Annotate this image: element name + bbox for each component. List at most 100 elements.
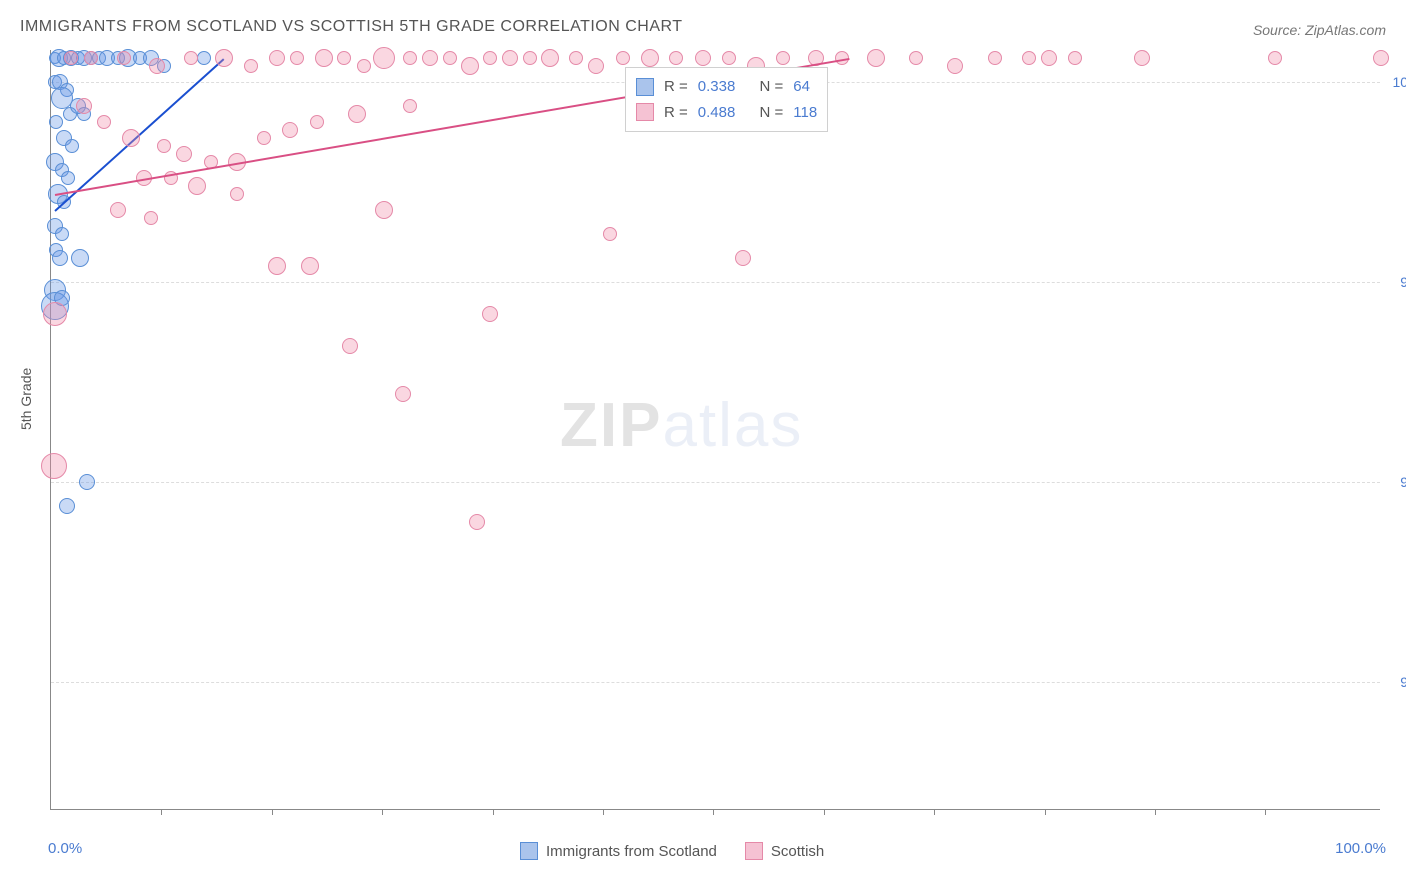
data-point — [988, 51, 1002, 65]
data-point — [373, 47, 395, 69]
legend-swatch — [745, 842, 763, 860]
legend-label: Immigrants from Scotland — [546, 843, 717, 860]
data-point — [215, 49, 233, 67]
data-point — [469, 514, 485, 530]
data-point — [149, 58, 165, 74]
data-point — [1068, 51, 1082, 65]
data-point — [64, 51, 78, 65]
legend-label: Scottish — [771, 843, 824, 860]
data-point — [184, 51, 198, 65]
data-point — [1134, 50, 1150, 66]
data-point — [735, 250, 751, 266]
data-point — [282, 122, 298, 138]
data-point — [947, 58, 963, 74]
x-tick — [1045, 809, 1046, 815]
stats-box: R = 0.338 N = 64 R = 0.488 N = 118 — [625, 67, 828, 132]
data-point — [97, 115, 111, 129]
data-point — [52, 250, 68, 266]
data-point — [443, 51, 457, 65]
bottom-legend: Immigrants from Scotland Scottish — [520, 842, 824, 860]
data-point — [230, 187, 244, 201]
data-point — [669, 51, 683, 65]
data-point — [1268, 51, 1282, 65]
legend-item: Immigrants from Scotland — [520, 842, 717, 860]
x-tick — [713, 809, 714, 815]
data-point — [188, 177, 206, 195]
stat-r-value: 0.488 — [698, 100, 736, 126]
data-point — [197, 51, 211, 65]
data-point — [176, 146, 192, 162]
data-point — [310, 115, 324, 129]
data-point — [395, 386, 411, 402]
data-point — [867, 49, 885, 67]
data-point — [337, 51, 351, 65]
data-point — [301, 257, 319, 275]
stat-n-value: 64 — [793, 74, 810, 100]
gridline — [51, 482, 1380, 483]
data-point — [422, 50, 438, 66]
data-point — [541, 49, 559, 67]
data-point — [122, 129, 140, 147]
data-point — [482, 306, 498, 322]
x-tick — [934, 809, 935, 815]
data-point — [157, 139, 171, 153]
data-point — [59, 498, 75, 514]
data-point — [375, 201, 393, 219]
y-axis-label: 5th Grade — [18, 368, 34, 430]
x-tick — [824, 809, 825, 815]
stat-n-value: 118 — [793, 100, 817, 126]
legend-swatch — [520, 842, 538, 860]
x-tick — [382, 809, 383, 815]
data-point — [483, 51, 497, 65]
data-point — [71, 249, 89, 267]
gridline — [51, 282, 1380, 283]
data-point — [523, 51, 537, 65]
stat-n-label: N = — [759, 100, 783, 126]
data-point — [776, 51, 790, 65]
data-point — [290, 51, 304, 65]
stat-n-label: N = — [759, 74, 783, 100]
data-point — [1022, 51, 1036, 65]
data-point — [1373, 50, 1389, 66]
data-point — [357, 59, 371, 73]
data-point — [722, 51, 736, 65]
y-tick-label: 92.5% — [1385, 674, 1406, 690]
x-range-max: 100.0% — [1335, 840, 1386, 857]
data-point — [76, 98, 92, 114]
data-point — [909, 51, 923, 65]
data-point — [43, 302, 67, 326]
gridline — [51, 682, 1380, 683]
source-label: Source: ZipAtlas.com — [1253, 22, 1386, 38]
stat-r-label: R = — [664, 74, 688, 100]
legend-swatch — [636, 103, 654, 121]
data-point — [55, 227, 69, 241]
stat-r-value: 0.338 — [698, 74, 736, 100]
data-point — [79, 474, 95, 490]
stats-row: R = 0.338 N = 64 — [636, 74, 817, 100]
data-point — [41, 453, 67, 479]
data-point — [461, 57, 479, 75]
data-point — [244, 59, 258, 73]
y-tick-label: 100.0% — [1385, 74, 1406, 90]
legend-swatch — [636, 78, 654, 96]
data-point — [403, 99, 417, 113]
data-point — [110, 202, 126, 218]
data-point — [569, 51, 583, 65]
data-point — [1041, 50, 1057, 66]
stats-row: R = 0.488 N = 118 — [636, 100, 817, 126]
data-point — [268, 257, 286, 275]
data-point — [342, 338, 358, 354]
y-tick-label: 97.5% — [1385, 274, 1406, 290]
x-tick — [603, 809, 604, 815]
data-point — [403, 51, 417, 65]
data-point — [641, 49, 659, 67]
y-tick-label: 95.0% — [1385, 474, 1406, 490]
data-point — [315, 49, 333, 67]
x-tick — [1155, 809, 1156, 815]
x-tick — [161, 809, 162, 815]
x-tick — [272, 809, 273, 815]
legend-item: Scottish — [745, 842, 824, 860]
data-point — [348, 105, 366, 123]
data-point — [603, 227, 617, 241]
data-point — [502, 50, 518, 66]
